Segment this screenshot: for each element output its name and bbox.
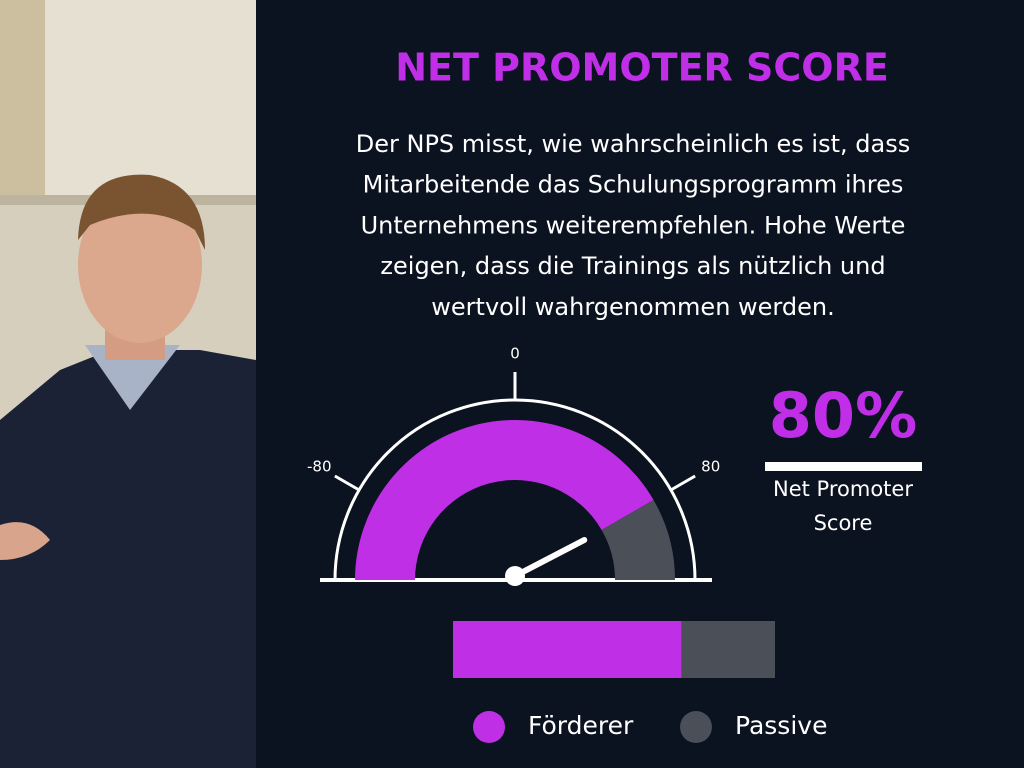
- title: NET PROMOTER SCORE: [395, 46, 889, 90]
- bar-segment: [681, 621, 775, 678]
- bar: Förderer Passive: [453, 621, 827, 743]
- gauge-tick: [334, 474, 360, 492]
- gauge-outline: [333, 398, 697, 581]
- photo: [0, 0, 256, 768]
- description-line: Der NPS misst, wie wahrscheinlich es ist…: [356, 130, 910, 158]
- score-value: 80%: [769, 379, 917, 452]
- gauge-fill: [355, 419, 654, 580]
- score-caption: Score: [814, 511, 873, 535]
- gauge-tick-label: 0: [510, 345, 520, 363]
- gauge: -80 0 80: [307, 345, 720, 586]
- gauge-rest: [601, 500, 675, 580]
- description-line: Unternehmens weiterempfehlen. Hohe Werte: [361, 211, 906, 239]
- description-line: wertvoll wahrgenommen werden.: [431, 293, 834, 321]
- bar-segment: [453, 621, 682, 678]
- gauge-needle: [512, 537, 588, 579]
- gauge-tick-label: -80: [307, 458, 332, 476]
- legend-label: Förderer: [528, 711, 634, 740]
- legend-swatch: [680, 711, 712, 743]
- gauge-tick: [670, 474, 696, 492]
- description-line: zeigen, dass die Trainings als nützlich …: [380, 252, 885, 280]
- description-line: Mitarbeitende das Schulungsprogramm ihre…: [363, 171, 904, 199]
- gauge-hub: [505, 566, 525, 586]
- description: Der NPS misst, wie wahrscheinlich es ist…: [356, 130, 910, 321]
- score-caption: Net Promoter: [773, 477, 913, 501]
- score-underline: [765, 462, 922, 471]
- legend-swatch: [473, 711, 505, 743]
- gauge-tick-label: 80: [701, 458, 720, 476]
- legend-label: Passive: [735, 711, 827, 740]
